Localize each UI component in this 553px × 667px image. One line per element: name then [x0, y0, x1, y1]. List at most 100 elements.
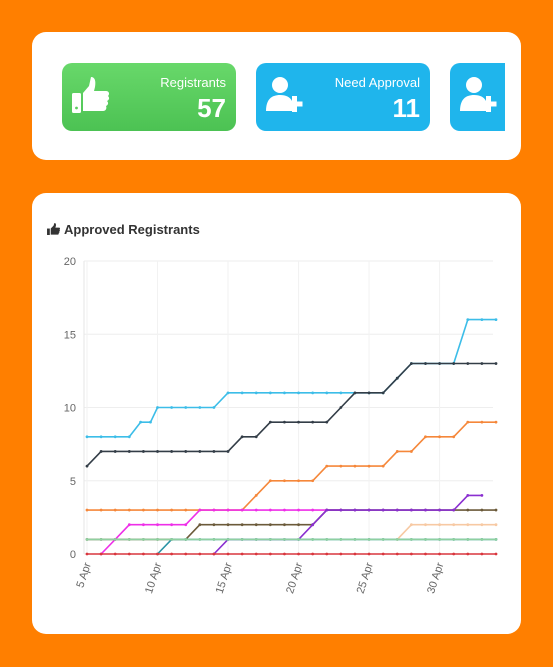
data-point [170, 537, 174, 541]
data-point [283, 537, 286, 541]
data-point [156, 523, 159, 527]
data-point [424, 435, 427, 439]
data-point [409, 362, 413, 365]
data-point [353, 391, 357, 395]
data-point [438, 435, 441, 439]
data-point [297, 508, 300, 512]
data-point [283, 523, 286, 527]
data-point [268, 523, 272, 527]
data-point [170, 450, 174, 453]
registrants-card[interactable]: Registrants 57 [62, 63, 236, 131]
need-approval-card[interactable]: Need Approval 11 [256, 63, 430, 131]
data-point [170, 508, 174, 512]
data-point [480, 508, 484, 512]
y-tick-label: 10 [64, 403, 76, 415]
user-plus-icon [266, 77, 303, 112]
data-point [226, 552, 230, 556]
x-tick-label: 25 Apr [355, 561, 376, 595]
data-point [367, 391, 371, 395]
data-point [283, 391, 286, 395]
data-point [170, 406, 174, 409]
data-point [325, 464, 329, 468]
data-point [297, 391, 300, 395]
data-point [85, 435, 89, 439]
data-point [311, 523, 315, 527]
data-point [339, 537, 343, 541]
data-point [212, 552, 216, 556]
data-point [466, 420, 470, 424]
data-point [311, 508, 315, 512]
data-point [395, 552, 399, 556]
y-tick-label: 5 [70, 476, 76, 488]
data-point [226, 391, 230, 395]
data-point [494, 362, 498, 365]
data-point [438, 523, 441, 527]
data-point [297, 552, 300, 556]
need-approval-count: 11 [392, 93, 421, 123]
data-point [198, 508, 202, 512]
data-point [353, 508, 357, 512]
series-line-3 [87, 421, 496, 511]
data-point [409, 523, 413, 527]
data-point [184, 523, 188, 527]
data-point [395, 508, 399, 512]
data-point [494, 508, 498, 512]
data-point [480, 362, 484, 365]
data-point [127, 537, 131, 541]
data-point [85, 508, 89, 512]
data-point [170, 552, 174, 556]
series-line-4 [100, 509, 341, 555]
data-point [254, 552, 258, 556]
data-point [452, 537, 456, 541]
data-point [480, 523, 484, 527]
y-tick-label: 20 [64, 256, 76, 268]
data-point [240, 391, 244, 395]
data-point [283, 508, 286, 512]
approved-registrants-panel: Approved Registrants 0 5 10 15 20 5 Apr 10 Apr… [32, 193, 521, 634]
thumbs-up-icon [72, 77, 110, 113]
data-point [170, 523, 174, 527]
data-point [452, 552, 456, 556]
data-point [254, 508, 258, 512]
data-point [438, 537, 441, 541]
thumbs-up-icon [47, 223, 60, 235]
series-line-2 [86, 362, 496, 467]
data-point [268, 537, 272, 541]
user-plus-icon [460, 77, 497, 112]
data-point [409, 450, 413, 453]
data-point [367, 552, 371, 556]
data-point [113, 508, 117, 512]
stat-cards-strip[interactable]: Registrants 57 Need Approval 11 [62, 63, 505, 131]
data-point [283, 479, 286, 483]
data-point [212, 508, 216, 512]
data-point [254, 537, 258, 541]
data-point [127, 523, 131, 527]
data-point [409, 552, 413, 556]
data-point [452, 523, 456, 527]
data-point [325, 508, 329, 512]
data-point [198, 552, 202, 556]
data-point [353, 537, 357, 541]
data-point [438, 508, 441, 512]
data-point [466, 362, 470, 365]
x-tick-label: 10 Apr [143, 561, 164, 595]
data-point [353, 464, 357, 468]
data-point [424, 362, 427, 365]
need-approval-label: Need Approval [334, 75, 420, 90]
data-point [142, 537, 145, 541]
data-point [142, 523, 145, 527]
data-point [254, 435, 258, 439]
data-point [156, 508, 159, 512]
y-tick-label: 0 [70, 549, 76, 561]
data-point [142, 508, 145, 512]
data-point [311, 420, 315, 424]
data-point [466, 494, 470, 497]
data-point [452, 508, 456, 512]
data-point [325, 391, 329, 395]
third-stat-card[interactable] [450, 63, 505, 131]
data-point [325, 552, 329, 556]
data-point [226, 523, 230, 527]
data-point [240, 552, 244, 556]
data-point [353, 552, 357, 556]
data-point [395, 537, 399, 541]
